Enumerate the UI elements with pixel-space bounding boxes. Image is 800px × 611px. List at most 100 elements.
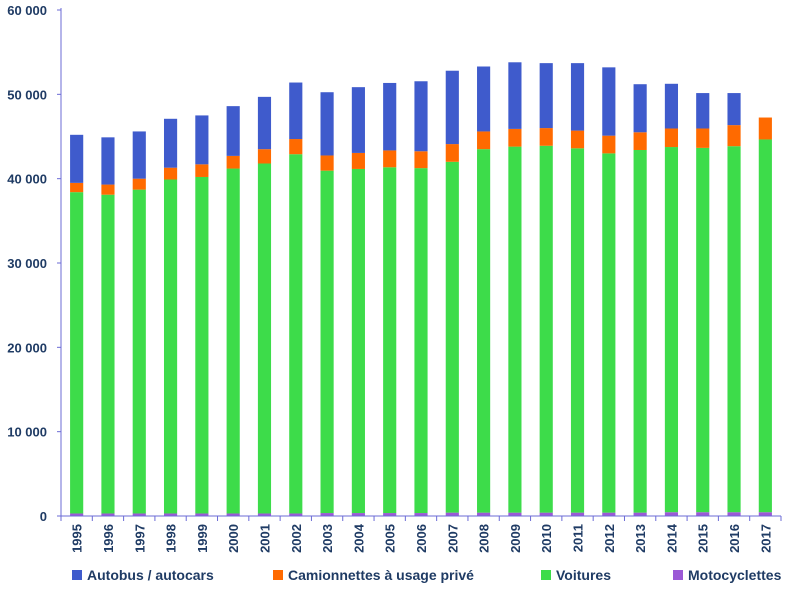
bar-2012-series-0 xyxy=(602,512,616,516)
bar-2000-series-2 xyxy=(226,155,240,169)
legend-label: Voitures xyxy=(556,567,611,583)
bar-2007-series-2 xyxy=(445,144,459,162)
bar-2013-series-3 xyxy=(633,84,647,133)
legend-label: Autobus / autocars xyxy=(87,567,214,583)
bar-2016-series-0 xyxy=(727,512,741,516)
bar-2014-series-1 xyxy=(664,147,679,513)
x-tick-label: 2009 xyxy=(508,524,523,553)
x-tick-label: 2000 xyxy=(226,524,241,553)
legend-swatch xyxy=(273,570,283,580)
bar-2009-series-0 xyxy=(508,512,522,516)
bar-2005-series-0 xyxy=(383,513,397,516)
bar-2015-series-2 xyxy=(696,128,710,148)
x-tick-label: 2013 xyxy=(633,524,648,553)
y-tick-labels: 0 10 000 20 000 30 000 40 000 50 000 60 000 xyxy=(7,3,47,524)
bar-1995-series-1 xyxy=(70,192,84,514)
legend: Autobus / autocars Camionnettes à usage p… xyxy=(72,567,782,583)
bar-1998-series-3 xyxy=(163,118,178,168)
bar-2017-series-2 xyxy=(758,117,772,140)
x-tick-label: 2002 xyxy=(289,524,304,553)
bar-2013-series-0 xyxy=(633,512,647,516)
bar-1996-series-3 xyxy=(101,137,115,185)
bar-2006-series-0 xyxy=(414,513,428,516)
bar-2006-series-3 xyxy=(414,81,428,152)
x-tick-label: 2004 xyxy=(351,523,366,553)
x-tick-label: 1999 xyxy=(195,524,210,553)
bar-2017-series-1 xyxy=(758,139,772,513)
bar-2002-series-3 xyxy=(289,82,303,140)
x-tick-label: 1995 xyxy=(70,524,85,553)
y-tick-label: 20 000 xyxy=(7,340,47,355)
bar-1997-series-3 xyxy=(132,131,146,179)
bar-1999-series-3 xyxy=(195,115,209,165)
bar-2008-series-0 xyxy=(477,512,491,516)
bar-2005-series-2 xyxy=(383,150,397,168)
bar-2001-series-3 xyxy=(257,96,272,150)
bar-2014-series-2 xyxy=(664,128,679,148)
x-tick-label: 2015 xyxy=(696,524,711,553)
x-tick-labels: 1995 1996 1997 1998 1999 2000 2001 2002 2003 2004… xyxy=(70,523,774,553)
axes-layer xyxy=(57,8,782,521)
bar-1999-series-1 xyxy=(195,176,209,514)
bar-2015-series-3 xyxy=(696,93,710,129)
bar-2017-series-0 xyxy=(758,512,772,516)
bar-1995-series-0 xyxy=(70,513,84,516)
bar-2011-series-0 xyxy=(570,512,585,516)
bar-2010-series-1 xyxy=(539,145,553,513)
x-tick-label: 2006 xyxy=(414,524,429,553)
bar-2003-series-2 xyxy=(320,155,334,171)
x-tick-label: 1998 xyxy=(164,524,179,553)
x-tick-label: 2012 xyxy=(602,524,617,553)
bar-2001-series-1 xyxy=(257,163,272,514)
bar-2010-series-2 xyxy=(539,128,553,146)
bar-2004-series-0 xyxy=(351,513,365,516)
bar-2002-series-0 xyxy=(289,513,303,516)
x-tick-label: 2010 xyxy=(539,524,554,553)
bar-2005-series-3 xyxy=(383,82,397,151)
legend-swatch xyxy=(673,570,683,580)
bar-1998-series-1 xyxy=(163,179,178,514)
bar-2012-series-3 xyxy=(602,67,616,136)
bar-2002-series-1 xyxy=(289,154,303,514)
bar-2000-series-3 xyxy=(226,106,240,156)
bar-2016-series-3 xyxy=(727,93,741,126)
bar-2007-series-0 xyxy=(445,512,459,516)
bar-2011-series-3 xyxy=(570,63,585,131)
bar-1995-series-3 xyxy=(70,134,84,183)
legend-label: Camionnettes à usage privé xyxy=(288,567,474,583)
bar-2014-series-0 xyxy=(664,512,679,516)
bar-2010-series-3 xyxy=(539,63,553,129)
bar-2003-series-0 xyxy=(320,513,334,516)
bar-2010-series-0 xyxy=(539,512,553,516)
bar-1996-series-0 xyxy=(101,513,115,516)
bar-2009-series-2 xyxy=(508,128,522,147)
bar-2003-series-3 xyxy=(320,92,334,156)
bar-2013-series-1 xyxy=(633,149,647,513)
bars-layer xyxy=(70,62,772,516)
bar-2000-series-1 xyxy=(226,168,240,514)
bar-1995-series-2 xyxy=(70,182,84,193)
bar-2012-series-1 xyxy=(602,153,616,513)
y-tick-label: 0 xyxy=(40,509,47,524)
y-tick-label: 30 000 xyxy=(7,256,47,271)
bar-1998-series-0 xyxy=(163,513,178,516)
bar-1997-series-2 xyxy=(132,178,146,190)
bar-2001-series-2 xyxy=(257,149,272,164)
y-tick-label: 40 000 xyxy=(7,172,47,187)
bar-2005-series-1 xyxy=(383,167,397,514)
x-tick-label: 2003 xyxy=(320,524,335,553)
x-tick-label: 2017 xyxy=(758,524,773,553)
bar-2013-series-2 xyxy=(633,132,647,150)
x-tick-label: 2008 xyxy=(477,524,492,553)
bar-1998-series-2 xyxy=(163,167,178,180)
bar-2004-series-3 xyxy=(351,87,365,153)
bar-2000-series-0 xyxy=(226,513,240,516)
bar-2015-series-0 xyxy=(696,512,710,516)
bar-2002-series-2 xyxy=(289,139,303,155)
bar-2011-series-2 xyxy=(570,130,585,149)
bar-1997-series-1 xyxy=(132,189,146,514)
bar-2006-series-2 xyxy=(414,151,428,169)
bar-2015-series-1 xyxy=(696,147,710,513)
bar-2016-series-2 xyxy=(727,125,741,147)
